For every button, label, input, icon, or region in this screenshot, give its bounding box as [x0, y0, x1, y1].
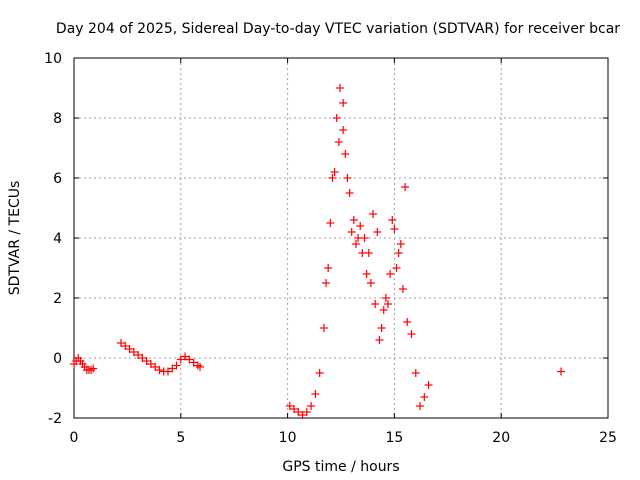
data-point	[356, 222, 365, 230]
grid-lines	[74, 58, 608, 418]
data-point	[341, 150, 350, 158]
data-point	[294, 408, 303, 416]
data-point	[386, 270, 395, 278]
data-point	[168, 364, 177, 373]
x-tick-label: 0	[70, 430, 79, 446]
data-point	[343, 174, 352, 182]
data-point	[369, 210, 378, 218]
data-point	[181, 352, 190, 361]
data-point	[339, 99, 348, 107]
data-point	[315, 369, 324, 377]
data-point	[381, 294, 390, 302]
data-point	[138, 354, 147, 362]
data-point	[401, 183, 410, 191]
data-point	[392, 264, 401, 272]
data-point	[358, 249, 367, 257]
data-point	[375, 336, 384, 344]
axis-ticks: 0 5 10 15 20 25 -2 0 2 4 6 8 10	[44, 51, 617, 446]
data-point	[354, 234, 363, 242]
y-tick-label: 8	[53, 111, 62, 127]
data-point	[176, 355, 185, 364]
data-point	[371, 300, 380, 308]
data-points	[70, 84, 566, 419]
data-point	[121, 342, 130, 350]
data-point	[326, 219, 335, 227]
data-point	[334, 138, 343, 146]
data-point	[322, 279, 331, 287]
x-tick-label: 15	[385, 430, 403, 446]
data-point	[362, 270, 371, 278]
data-point	[411, 369, 420, 377]
data-point	[390, 225, 399, 233]
data-point	[324, 264, 333, 272]
y-tick-label: 10	[44, 51, 62, 67]
data-point	[285, 402, 294, 410]
data-point	[328, 174, 337, 182]
x-tick-label: 20	[492, 430, 510, 446]
data-point	[373, 228, 382, 236]
data-point	[335, 84, 344, 92]
data-point	[557, 367, 566, 376]
data-point	[307, 402, 316, 410]
data-point	[298, 411, 307, 419]
data-point	[345, 189, 354, 197]
data-point	[407, 330, 416, 338]
data-point	[319, 324, 328, 332]
y-tick-label: -2	[48, 411, 62, 427]
chart-title: Day 204 of 2025, Sidereal Day-to-day VTE…	[56, 21, 620, 37]
data-point	[163, 367, 172, 376]
y-tick-label: 0	[53, 351, 62, 367]
data-point	[185, 355, 194, 364]
data-point	[146, 360, 155, 368]
data-point	[339, 126, 348, 134]
data-point	[351, 240, 360, 248]
data-point	[89, 364, 98, 373]
data-point	[349, 216, 358, 224]
data-point	[347, 228, 356, 236]
data-point	[394, 249, 403, 257]
y-tick-label: 6	[53, 171, 62, 187]
data-point	[302, 408, 311, 416]
x-tick-label: 5	[176, 430, 185, 446]
data-point	[125, 345, 134, 353]
data-point	[134, 351, 143, 359]
data-point	[377, 324, 386, 332]
data-point	[116, 339, 125, 347]
data-point	[379, 306, 388, 314]
data-point	[424, 381, 433, 389]
data-point	[189, 358, 198, 367]
data-point	[416, 402, 425, 410]
data-point	[396, 240, 405, 248]
data-point	[155, 366, 164, 374]
y-tick-label: 2	[53, 291, 62, 307]
data-point	[330, 168, 339, 176]
x-tick-label: 25	[599, 430, 617, 446]
data-point	[142, 357, 151, 365]
x-axis-label: GPS time / hours	[282, 459, 399, 475]
data-point	[332, 114, 341, 122]
data-point	[366, 279, 375, 287]
data-point	[398, 285, 407, 293]
data-point	[311, 390, 320, 398]
y-tick-label: 4	[53, 231, 62, 247]
data-point	[151, 363, 160, 371]
y-axis-label: SDTVAR / TECUs	[7, 181, 23, 296]
data-point	[420, 393, 429, 401]
data-point	[290, 405, 299, 413]
data-point	[403, 318, 412, 326]
x-tick-label: 10	[279, 430, 297, 446]
data-point	[388, 216, 397, 224]
data-point	[196, 363, 205, 371]
data-point	[129, 348, 138, 356]
data-point	[172, 361, 181, 370]
data-point	[383, 300, 392, 308]
